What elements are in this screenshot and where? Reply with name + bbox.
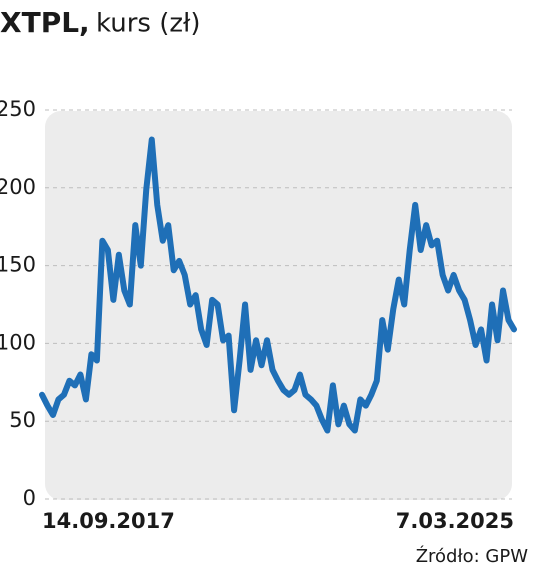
price-line bbox=[39, 136, 517, 434]
plot-area bbox=[45, 111, 512, 500]
y-tick-label: 200 bbox=[0, 175, 36, 199]
y-tick-label: 100 bbox=[0, 330, 36, 354]
y-tick-label: 150 bbox=[0, 253, 36, 277]
y-tick-label: 0 bbox=[23, 486, 36, 510]
source: Źródło: GPW bbox=[416, 545, 528, 567]
x-tick-label: 7.03.2025 bbox=[396, 509, 514, 533]
y-tick-label: 250 bbox=[0, 97, 36, 121]
chart-subtitle: kurs (zł) bbox=[96, 9, 201, 39]
chart-title: XTPL, bbox=[0, 6, 90, 39]
y-tick-label: 50 bbox=[9, 408, 36, 432]
x-tick-label: 14.09.2017 bbox=[42, 509, 175, 533]
